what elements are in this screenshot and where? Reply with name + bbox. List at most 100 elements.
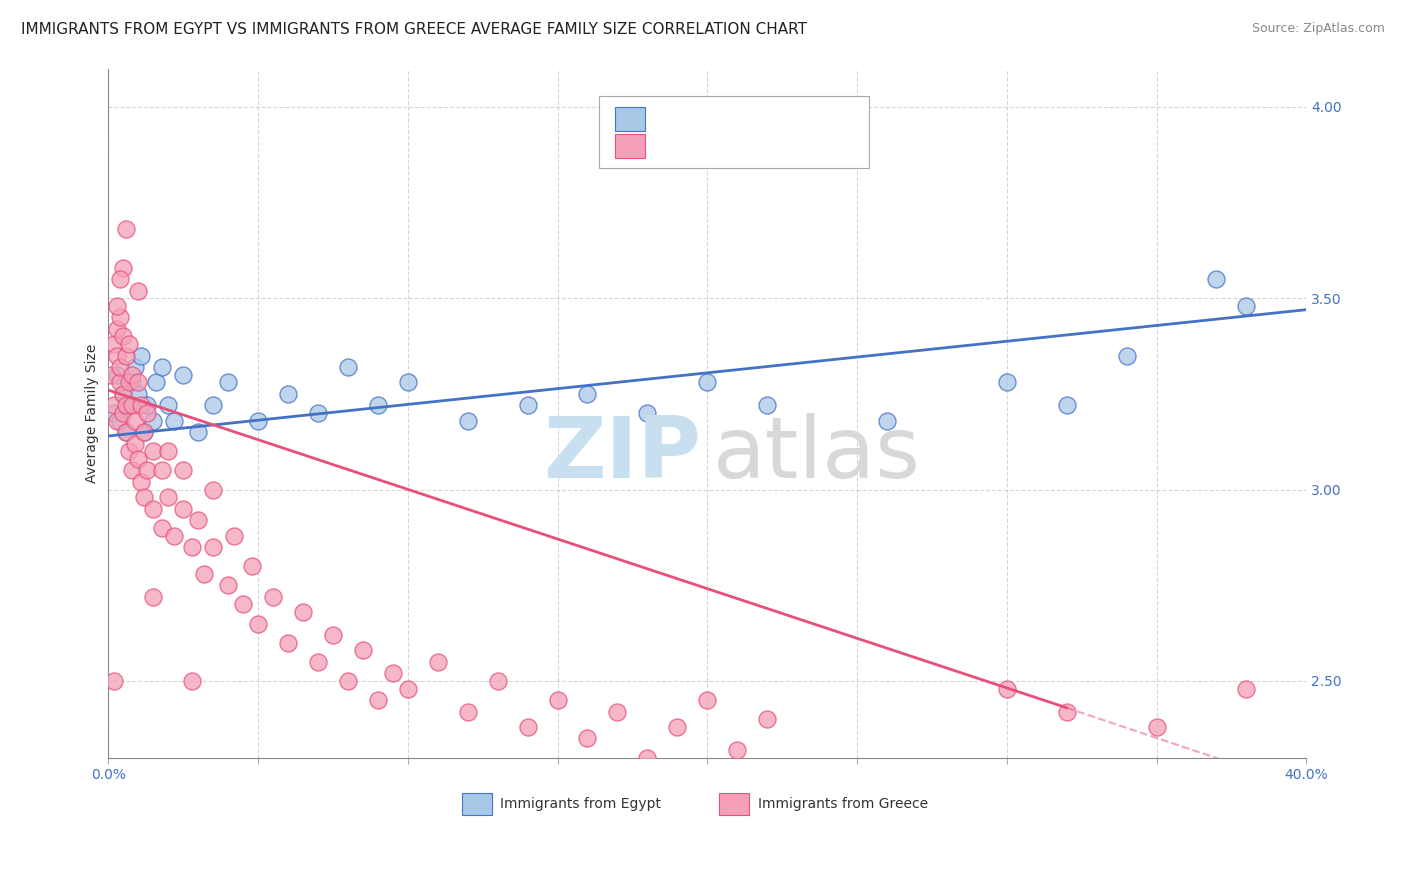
Text: R =: R = bbox=[654, 112, 686, 127]
Point bbox=[1056, 398, 1078, 412]
Point bbox=[187, 425, 209, 440]
Text: Source: ZipAtlas.com: Source: ZipAtlas.com bbox=[1251, 22, 1385, 36]
Point bbox=[100, 368, 122, 382]
Point bbox=[163, 414, 186, 428]
Point bbox=[756, 398, 779, 412]
FancyBboxPatch shape bbox=[614, 135, 645, 159]
Point bbox=[725, 743, 748, 757]
Point bbox=[217, 376, 239, 390]
Point bbox=[103, 406, 125, 420]
Point bbox=[336, 673, 359, 688]
Point bbox=[115, 425, 138, 440]
Point bbox=[110, 376, 132, 390]
Point bbox=[134, 425, 156, 440]
Point bbox=[105, 299, 128, 313]
Text: atlas: atlas bbox=[713, 413, 921, 496]
Point bbox=[396, 681, 419, 696]
Point bbox=[516, 720, 538, 734]
Point bbox=[124, 436, 146, 450]
Point bbox=[352, 643, 374, 657]
Text: N =: N = bbox=[761, 112, 804, 127]
Point bbox=[307, 655, 329, 669]
Point bbox=[127, 376, 149, 390]
Text: IMMIGRANTS FROM EGYPT VS IMMIGRANTS FROM GREECE AVERAGE FAMILY SIZE CORRELATION : IMMIGRANTS FROM EGYPT VS IMMIGRANTS FROM… bbox=[21, 22, 807, 37]
Point bbox=[110, 414, 132, 428]
Point bbox=[121, 368, 143, 382]
Point bbox=[202, 398, 225, 412]
Point bbox=[118, 376, 141, 390]
Point bbox=[115, 398, 138, 412]
Point bbox=[127, 452, 149, 467]
Text: 39: 39 bbox=[815, 112, 835, 127]
Point bbox=[110, 360, 132, 375]
Point bbox=[127, 284, 149, 298]
Point bbox=[134, 425, 156, 440]
Point bbox=[367, 693, 389, 707]
Point bbox=[118, 398, 141, 412]
Point bbox=[181, 673, 204, 688]
Point bbox=[129, 398, 152, 412]
Point bbox=[322, 628, 344, 642]
Point bbox=[105, 368, 128, 382]
Text: Immigrants from Greece: Immigrants from Greece bbox=[758, 797, 928, 811]
Point bbox=[157, 398, 180, 412]
Point bbox=[367, 398, 389, 412]
FancyBboxPatch shape bbox=[614, 107, 645, 131]
Point bbox=[426, 655, 449, 669]
Point bbox=[193, 566, 215, 581]
Point bbox=[1056, 705, 1078, 719]
Point bbox=[121, 376, 143, 390]
Point bbox=[105, 322, 128, 336]
Point bbox=[127, 387, 149, 401]
Point bbox=[240, 559, 263, 574]
Point bbox=[396, 376, 419, 390]
Point bbox=[142, 501, 165, 516]
Point bbox=[136, 398, 159, 412]
Point bbox=[576, 731, 599, 746]
Point bbox=[134, 490, 156, 504]
Point bbox=[547, 693, 569, 707]
Point bbox=[576, 387, 599, 401]
Point bbox=[129, 475, 152, 489]
Point bbox=[262, 590, 284, 604]
Point bbox=[995, 681, 1018, 696]
Point bbox=[112, 260, 135, 275]
Point bbox=[129, 349, 152, 363]
Text: N =: N = bbox=[761, 139, 804, 154]
Point bbox=[516, 398, 538, 412]
Text: 0.235: 0.235 bbox=[699, 112, 742, 127]
Point bbox=[150, 360, 173, 375]
Point bbox=[115, 349, 138, 363]
Point bbox=[307, 406, 329, 420]
Text: -0.472: -0.472 bbox=[689, 139, 738, 154]
Point bbox=[277, 636, 299, 650]
Point bbox=[115, 222, 138, 236]
Point bbox=[157, 490, 180, 504]
Point bbox=[1234, 681, 1257, 696]
Point bbox=[247, 414, 270, 428]
Point bbox=[336, 360, 359, 375]
Point bbox=[112, 387, 135, 401]
Point bbox=[105, 349, 128, 363]
Point bbox=[1115, 349, 1137, 363]
Point bbox=[636, 406, 658, 420]
Point bbox=[1205, 272, 1227, 286]
Point bbox=[187, 513, 209, 527]
Point bbox=[136, 406, 159, 420]
Point bbox=[103, 337, 125, 351]
Point bbox=[103, 673, 125, 688]
Point bbox=[110, 272, 132, 286]
Point bbox=[696, 376, 718, 390]
FancyBboxPatch shape bbox=[461, 793, 492, 814]
Point bbox=[124, 414, 146, 428]
Point bbox=[124, 360, 146, 375]
Point bbox=[145, 376, 167, 390]
Point bbox=[121, 463, 143, 477]
Point bbox=[112, 406, 135, 420]
Point bbox=[202, 483, 225, 497]
Point bbox=[277, 387, 299, 401]
Point bbox=[486, 673, 509, 688]
Point bbox=[136, 463, 159, 477]
Point bbox=[112, 329, 135, 343]
Text: R =: R = bbox=[654, 139, 686, 154]
